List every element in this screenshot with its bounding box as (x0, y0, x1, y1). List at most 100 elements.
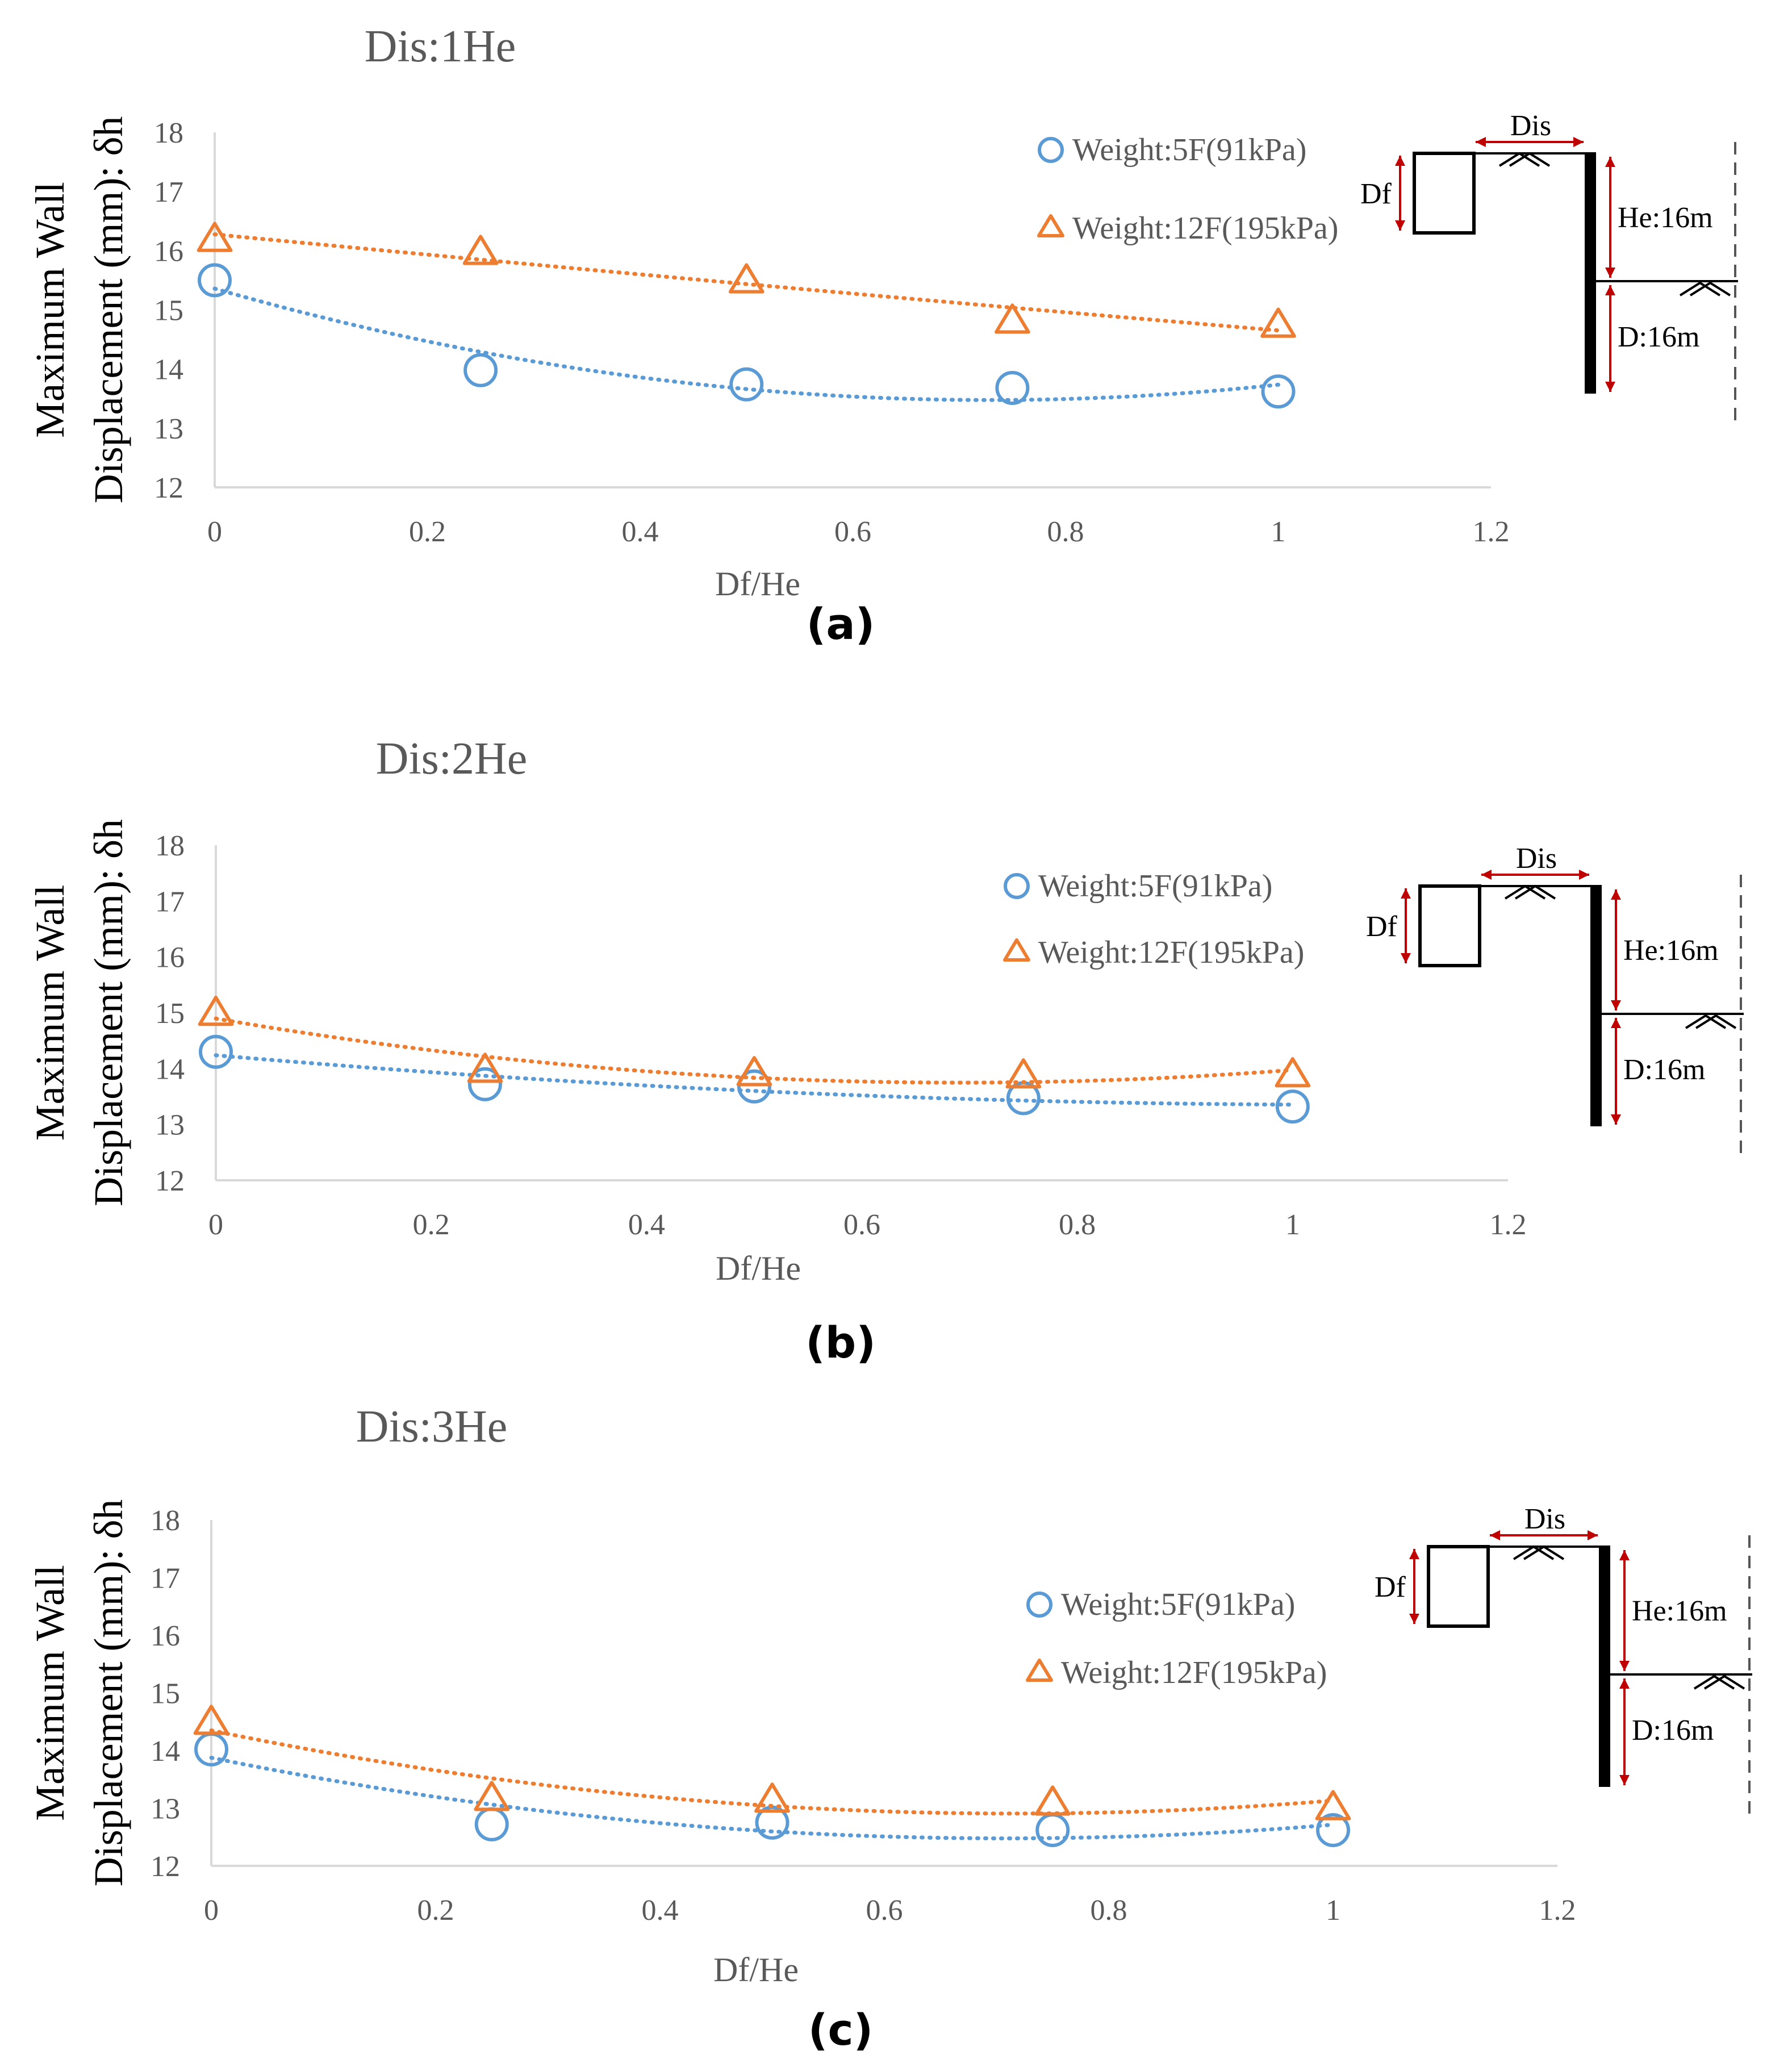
dis-label: Dis (1524, 1503, 1565, 1535)
data-point-5f (474, 1807, 509, 1841)
trendline-12f (214, 1016, 1295, 1085)
legend-label-5f: Weight:5F(91kPa) (1061, 1587, 1295, 1622)
x-tick-label: 0 (208, 1209, 223, 1241)
data-point-12f (1260, 307, 1296, 338)
data-point-5f (198, 263, 232, 298)
data-point-12f (197, 222, 233, 252)
chart-title: Dis:2He (376, 734, 528, 784)
y-tick-label: 17 (155, 886, 185, 918)
legend-label-5f: Weight:5F(91kPa) (1072, 132, 1306, 168)
y-axis-label: Maximum Wall (27, 885, 73, 1141)
data-point-12f (1005, 1058, 1042, 1089)
data-point-5f (729, 367, 764, 402)
legend-marker-12f (1003, 938, 1030, 962)
x-axis-label: Df/He (716, 1250, 801, 1287)
data-point-12f (728, 263, 765, 294)
excavation-hatch (1685, 1014, 1727, 1029)
d-label: D:16m (1623, 1054, 1705, 1086)
x-tick-label: 0.6 (843, 1209, 880, 1241)
y-tick-label: 13 (155, 1109, 185, 1142)
x-tick-label: 0.4 (642, 1894, 679, 1927)
panel-label: (a) (807, 599, 875, 649)
ground-hatch (1509, 152, 1551, 167)
data-point-12f (1275, 1057, 1311, 1088)
dis-arrow-head (1490, 1530, 1500, 1540)
y-tick-label: 14 (155, 1053, 185, 1085)
y-tick-label: 12 (154, 472, 183, 504)
data-point-5f (737, 1069, 771, 1104)
y-tick-label: 17 (154, 176, 183, 208)
df-label: Df (1360, 178, 1392, 210)
df-arrow-head (1409, 1614, 1419, 1624)
x-tick-label: 1.2 (1473, 516, 1510, 548)
he-arrow-head (1605, 268, 1615, 278)
d-arrow-head (1605, 285, 1615, 295)
legend-label-12f: Weight:12F(195kPa) (1072, 211, 1338, 246)
data-point-5f (463, 353, 498, 387)
y-axis-label: Maximum Wall (27, 182, 73, 438)
d-arrow-head (1619, 1775, 1630, 1785)
ground-hatch (1504, 884, 1546, 900)
x-axis-label: Df/He (713, 1951, 799, 1989)
data-point-12f (474, 1781, 510, 1811)
x-tick-label: 0 (207, 516, 222, 548)
y-tick-label: 12 (155, 1165, 185, 1197)
trendline-12f (212, 232, 1280, 333)
data-point-5f (1035, 1813, 1070, 1848)
x-tick-label: 1.2 (1490, 1209, 1527, 1241)
trendline-5f (209, 1756, 1335, 1841)
y-axis-label: Displacement (mm): δh (86, 1500, 131, 1887)
df-arrow-head (1395, 156, 1405, 166)
chart-title: Dis:3He (356, 1402, 508, 1452)
y-tick-label: 15 (155, 997, 185, 1030)
schematic-diagram: Dis Df He:16m D:16m (1360, 110, 1738, 420)
y-tick-label: 14 (154, 354, 183, 386)
data-point-5f (199, 1034, 233, 1069)
excavation-hatch (1689, 281, 1731, 296)
x-tick-label: 0 (204, 1894, 219, 1927)
he-arrow-head (1605, 157, 1615, 167)
x-tick-label: 0.8 (1059, 1209, 1096, 1241)
he-label: He:16m (1618, 202, 1713, 234)
trendline-5f (214, 1053, 1295, 1107)
data-point-12f (193, 1705, 229, 1735)
chart-panel-3: Dis:3He 12 13 14 15 16 17 18 0 0.2 0.4 0.6 0.8 1 1.2 Df… (27, 1402, 1752, 2055)
he-arrow-head (1619, 1661, 1630, 1671)
ground-hatch (1523, 1545, 1565, 1560)
d-arrow-head (1611, 1114, 1621, 1125)
d-label: D:16m (1632, 1714, 1714, 1747)
chart-title: Dis:1He (365, 22, 516, 72)
x-tick-label: 1 (1271, 516, 1286, 548)
y-axis-label: Displacement (mm): δh (86, 819, 131, 1206)
legend-marker-5f (1004, 873, 1030, 899)
y-tick-label: 16 (155, 942, 185, 974)
y-tick-label: 18 (155, 830, 185, 862)
d-arrow-head (1611, 1018, 1621, 1028)
chart-panel-2: Dis:2He 12 13 14 15 16 17 18 0 0.2 0.4 0.6 0.8 1 1.2 Df… (27, 734, 1744, 1368)
y-tick-label: 15 (151, 1678, 180, 1710)
df-arrow-head (1401, 888, 1411, 899)
x-tick-label: 0.6 (834, 516, 871, 548)
retaining-wall (1585, 152, 1596, 394)
retaining-wall (1599, 1546, 1610, 1787)
dis-arrow-head (1579, 870, 1589, 880)
x-tick-label: 0.8 (1091, 1894, 1127, 1927)
legend-marker-12f (1037, 214, 1064, 237)
dis-label: Dis (1510, 110, 1551, 142)
he-arrow-head (1611, 889, 1621, 900)
he-label: He:16m (1632, 1595, 1727, 1627)
y-tick-label: 17 (151, 1563, 180, 1595)
dis-arrow-head (1476, 137, 1486, 147)
data-point-12f (462, 235, 499, 265)
building-block (1418, 884, 1481, 967)
data-point-5f (467, 1067, 502, 1101)
x-tick-label: 1 (1285, 1209, 1300, 1241)
building-block (1413, 152, 1476, 235)
dis-arrow-head (1573, 137, 1584, 147)
building-block (1427, 1545, 1490, 1628)
schematic-diagram: Dis Df He:16m D:16m (1375, 1503, 1752, 1814)
he-arrow-head (1619, 1550, 1630, 1560)
data-point-12f (1034, 1785, 1071, 1816)
y-tick-label: 12 (151, 1851, 180, 1883)
x-tick-label: 1.2 (1539, 1894, 1576, 1927)
